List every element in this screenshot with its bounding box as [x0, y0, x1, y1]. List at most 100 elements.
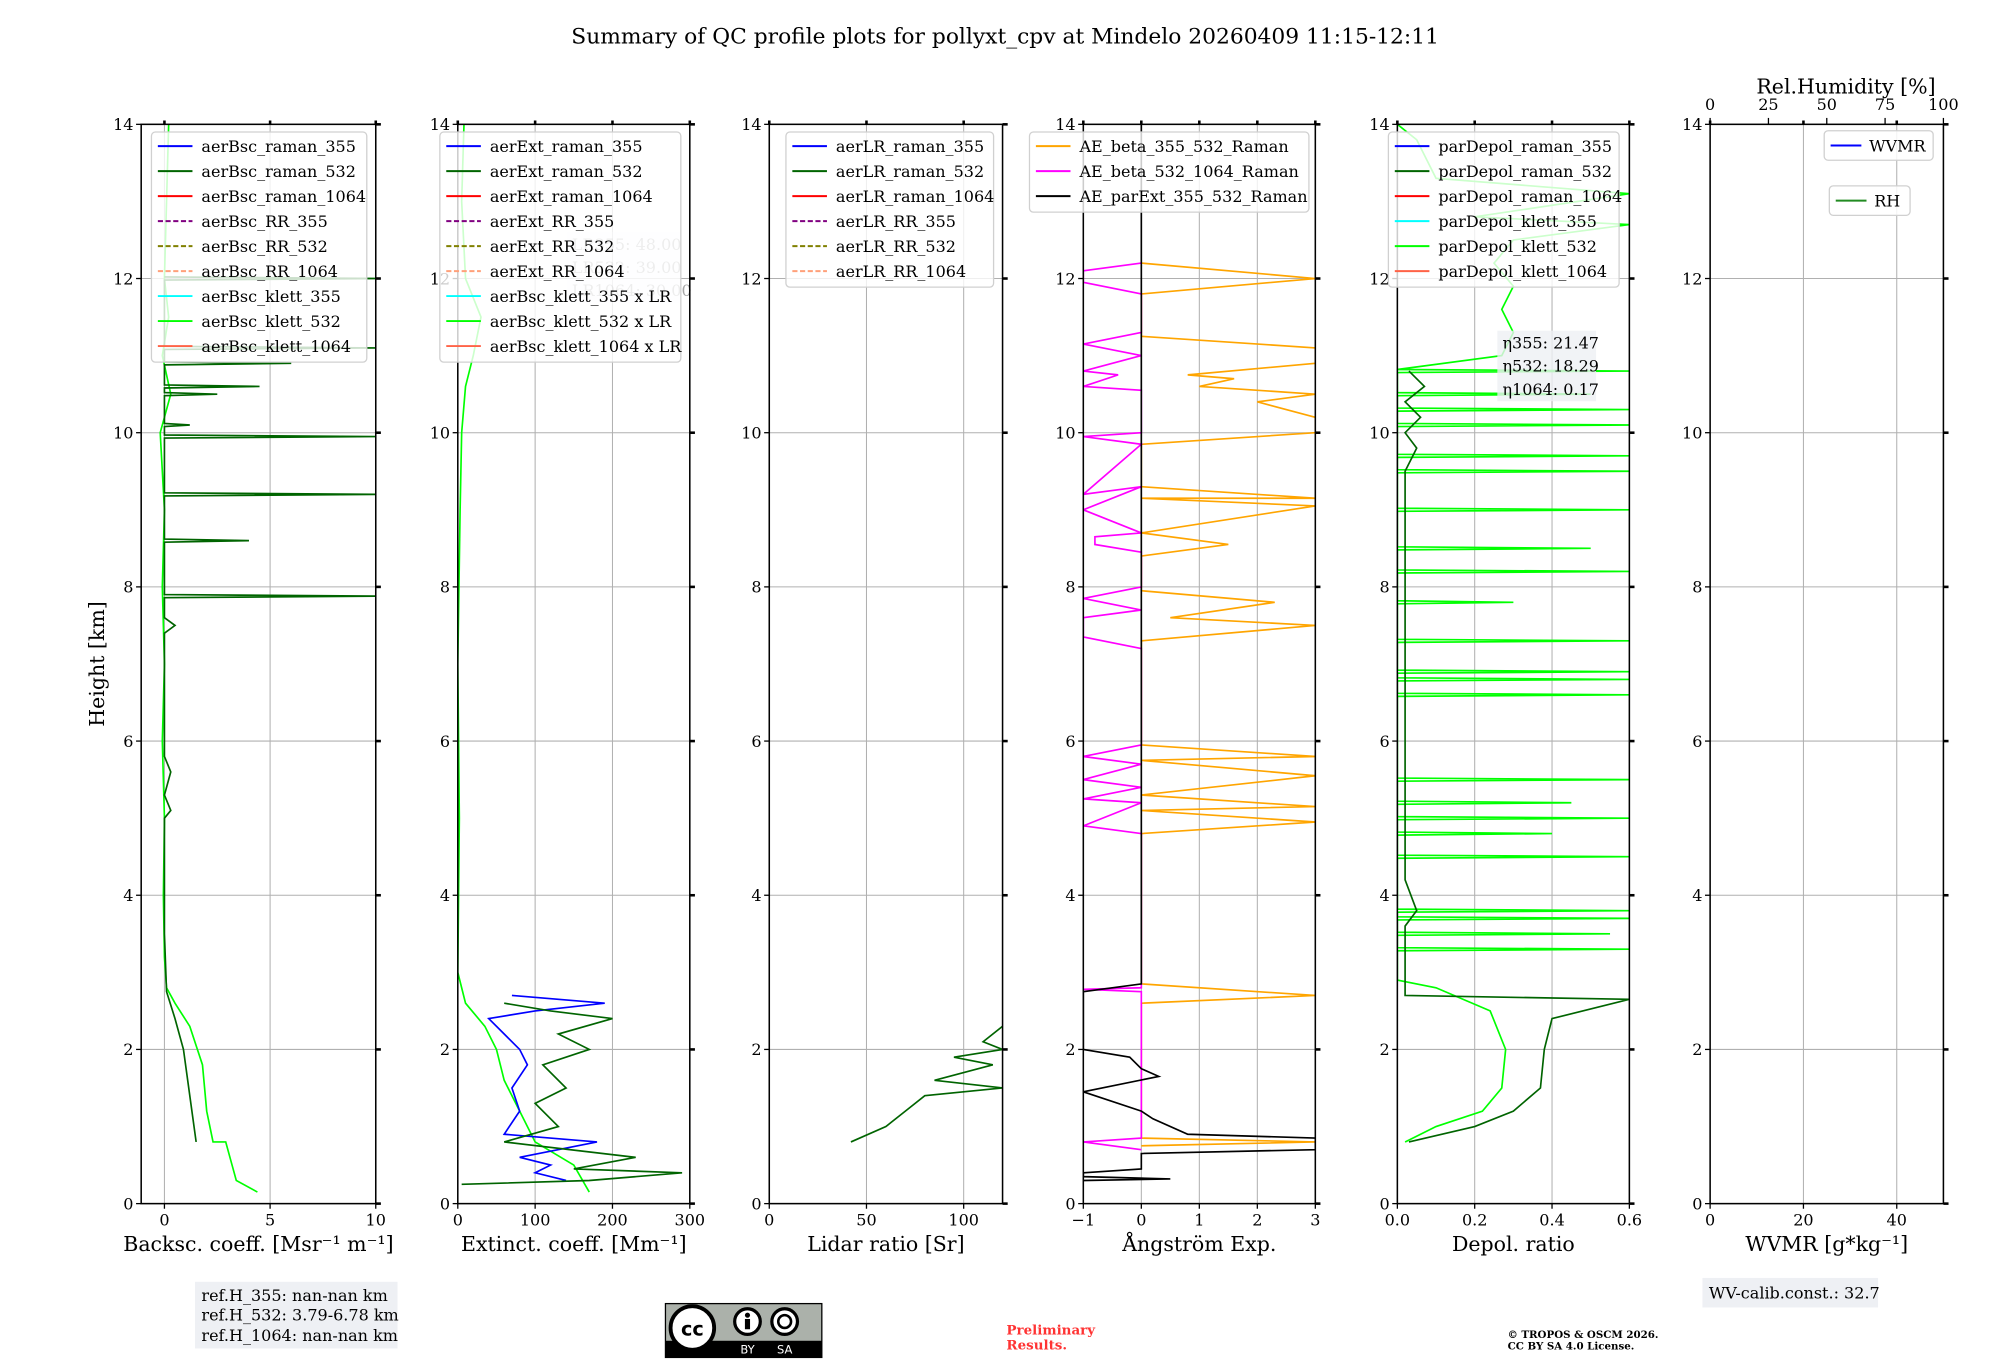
y-tick-label: 10	[1682, 423, 1702, 442]
legend-label: aerBsc_raman_532	[201, 162, 355, 181]
legend-label: aerLR_RR_355	[836, 212, 956, 231]
copyright-line-1: © TROPOS & OSCM 2026.	[1508, 1329, 1659, 1341]
annotation-box	[1497, 330, 1597, 402]
ref-height-532: ref.H_532: 3.79-6.78 km	[201, 1305, 398, 1324]
y-tick-label: 14	[113, 115, 133, 134]
legend-label: aerExt_raman_532	[490, 162, 643, 181]
y-tick-label: 4	[1692, 886, 1702, 905]
axes-frame	[768, 123, 1004, 1205]
top-axis-label: Rel.Humidity [%]	[1756, 75, 1935, 99]
y-tick-label: 12	[741, 269, 761, 288]
y-tick-label: 6	[751, 732, 761, 751]
legend-label: aerExt_raman_1064	[490, 187, 653, 206]
preliminary-line-1: Preliminary	[1006, 1322, 1096, 1338]
legend-label: aerBsc_klett_532	[201, 312, 340, 331]
x-tick-label: 50	[856, 1210, 876, 1229]
legend-label: RH	[1874, 191, 1900, 210]
preliminary-line-2: Results.	[1006, 1338, 1067, 1354]
legend-box	[1028, 131, 1310, 213]
top-x-tick-label: 50	[1817, 95, 1837, 114]
panel-depol: η355: 21.47 η532: 18.29 η1064: 0.17 0 2 4 6 8 10…	[1369, 115, 1642, 1256]
top-x-tick-label: 100	[1928, 95, 1959, 114]
series-aerLR_raman_532	[850, 1025, 1003, 1143]
y-tick-label: 10	[1055, 423, 1075, 442]
by-text: BY	[740, 1343, 755, 1357]
top-x-tick-label: 0	[1705, 95, 1715, 114]
y-tick-label: 8	[751, 578, 761, 597]
legend-label: aerBsc_RR_532	[201, 237, 327, 256]
y-tick-label: 4	[1065, 886, 1075, 905]
legend-label: parDepol_raman_1064	[1438, 187, 1622, 206]
legend-label: parDepol_raman_532	[1438, 162, 1612, 181]
y-tick-label: 8	[1379, 578, 1389, 597]
legend-box	[1387, 131, 1620, 288]
y-tick-label: 6	[123, 732, 133, 751]
x-tick-label: 300	[675, 1210, 706, 1229]
x-axis-label: Depol. ratio	[1452, 1232, 1575, 1256]
legend-label: parDepol_klett_1064	[1438, 262, 1607, 281]
y-tick-label: 0	[751, 1194, 761, 1213]
cc-by-sa-logo: cc BY SA	[664, 1302, 823, 1359]
axes-frame	[1709, 123, 1945, 1205]
panel-extinction: LR355: 48.00LR532: 39.00LR1064: 30.00024…	[430, 115, 705, 1256]
legend-label: aerBsc_raman_1064	[201, 187, 366, 206]
legend-box	[1828, 185, 1911, 216]
copyright-line-2: CC BY SA 4.0 License.	[1508, 1341, 1635, 1353]
chart-title: Summary of QC profile plots for pollyxt_…	[571, 25, 1439, 50]
y-tick-label: 14	[1055, 115, 1075, 134]
panel-lidar-ratio: 0 2 4 6 8 10 12 14 0 50 100 Lidar ratio [Sr] aerLR_r…	[741, 115, 1008, 1256]
x-tick-label: 3	[1310, 1210, 1320, 1229]
y-tick-label: 4	[123, 886, 133, 905]
y-tick-label: 2	[751, 1040, 761, 1059]
y-tick-label: 4	[1379, 886, 1389, 905]
legend-label: aerExt_RR_532	[490, 237, 615, 256]
y-tick-label: 0	[1692, 1194, 1702, 1213]
legend-label: aerLR_RR_532	[836, 237, 956, 256]
legend-label: aerBsc_klett_355	[201, 287, 340, 306]
y-tick-label: 8	[1692, 578, 1702, 597]
y-tick-label: 6	[1692, 732, 1702, 751]
y-tick-label: 0	[440, 1194, 450, 1213]
legend-label: WVMR	[1869, 136, 1926, 155]
x-tick-label: 0	[453, 1210, 463, 1229]
annotation-text: η1064: 0.17	[1502, 380, 1599, 399]
x-tick-label: −1	[1072, 1210, 1096, 1229]
x-tick-label: 20	[1793, 1210, 1813, 1229]
y-tick-label: 6	[1065, 732, 1075, 751]
y-tick-label: 8	[123, 578, 133, 597]
cc-text: cc	[681, 1318, 704, 1341]
y-tick-label: 8	[440, 578, 450, 597]
y-tick-label: 12	[1682, 269, 1702, 288]
axes-frame	[1396, 123, 1631, 1205]
x-axis-label: Lidar ratio [Sr]	[807, 1232, 964, 1256]
legend-label: aerExt_RR_1064	[490, 262, 625, 281]
legend-label: aerLR_raman_1064	[836, 187, 994, 206]
x-tick-label: 0.4	[1539, 1210, 1564, 1229]
y-tick-label: 8	[1065, 578, 1075, 597]
x-axis-label: Extinct. coeff. [Mm⁻¹]	[461, 1232, 687, 1256]
y-tick-label: 0	[123, 1194, 133, 1213]
legend-label: parDepol_raman_355	[1438, 137, 1612, 156]
x-tick-label: 100	[520, 1210, 551, 1229]
ref-heights-box	[195, 1281, 398, 1349]
series-AE_beta_532_1064_Raman	[1083, 262, 1144, 1151]
y-tick-label: 2	[1065, 1040, 1075, 1059]
x-tick-label: 0.0	[1385, 1210, 1410, 1229]
legend-label: aerBsc_RR_1064	[201, 262, 338, 281]
series-aerBsc_raman_532	[163, 276, 376, 1143]
x-tick-label: 100	[948, 1210, 979, 1229]
x-tick-label: 2	[1252, 1210, 1262, 1229]
x-tick-label: 0	[764, 1210, 774, 1229]
y-tick-label: 4	[751, 886, 761, 905]
legend-label: aerBsc_raman_355	[201, 137, 355, 156]
top-x-tick-label: 75	[1875, 95, 1895, 114]
legend-label: aerBsc_klett_532 x LR	[490, 312, 672, 331]
y-tick-label: 4	[440, 886, 450, 905]
y-tick-label: 2	[123, 1040, 133, 1059]
legend-box	[1823, 130, 1934, 161]
y-tick-label: 14	[741, 115, 761, 134]
y-tick-label: 10	[113, 423, 133, 442]
y-tick-label: 10	[741, 423, 761, 442]
